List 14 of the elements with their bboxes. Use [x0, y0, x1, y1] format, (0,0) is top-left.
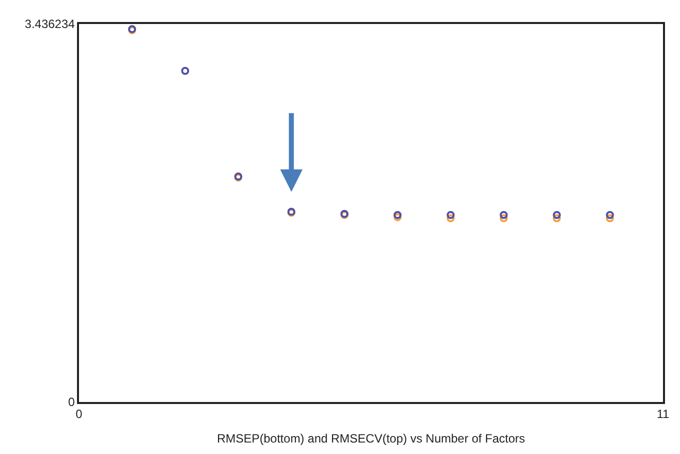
y-tick-label: 3.436234 — [24, 17, 76, 32]
x-axis-title: RMSEP(bottom) and RMSECV(top) vs Number of Factors — [216, 432, 526, 446]
point — [500, 214, 508, 222]
point — [394, 210, 402, 219]
point — [552, 214, 561, 222]
point — [394, 213, 402, 222]
point — [446, 210, 455, 219]
point — [181, 66, 190, 75]
point — [606, 214, 614, 222]
x-tick-label: 11 — [656, 407, 670, 422]
point — [552, 210, 561, 219]
point — [446, 214, 455, 222]
point — [606, 210, 614, 219]
point — [500, 210, 508, 219]
